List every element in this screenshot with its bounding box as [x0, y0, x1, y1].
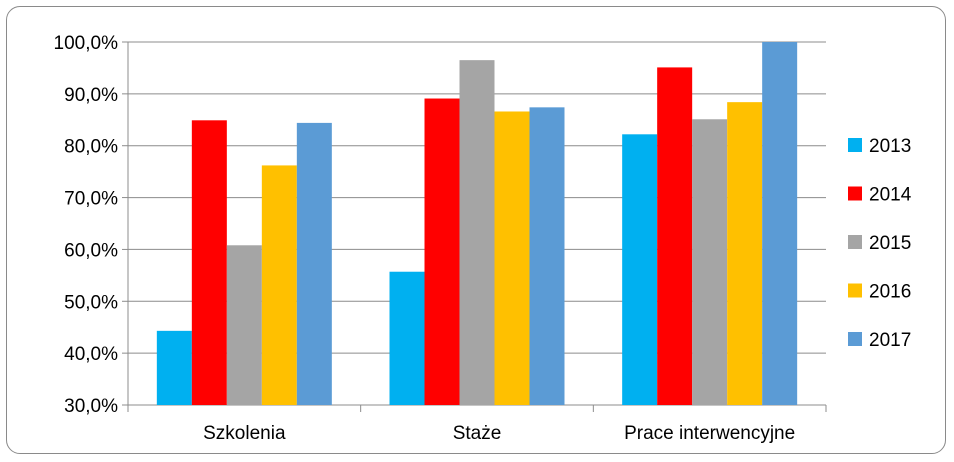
legend: 2013 2014 2015 2016 2017	[848, 136, 912, 351]
y-tick-label: 90,0%	[64, 85, 118, 106]
bar-2014-0	[191, 120, 227, 405]
bar-2015-0	[226, 245, 262, 405]
bar-2013-1	[389, 271, 425, 405]
legend-label-2015: 2015	[869, 233, 911, 254]
x-tick-label: Prace interwencyjne	[624, 423, 795, 444]
y-axis-ticks: 30,0% 40,0% 50,0% 60,0% 70,0% 80,0% 90,0% 100,0…	[54, 33, 119, 417]
legend-label-2016: 2016	[869, 282, 911, 303]
bar-2015-2	[692, 119, 728, 405]
y-tick-label: 70,0%	[64, 189, 118, 210]
bar-2015-1	[459, 60, 495, 406]
bar-2014-2	[657, 67, 693, 405]
legend-label-2017: 2017	[869, 330, 911, 351]
y-tick-label: 60,0%	[64, 240, 118, 261]
y-tick-label: 40,0%	[64, 344, 118, 365]
bar-2017-0	[296, 122, 332, 405]
bar-2013-2	[622, 134, 658, 405]
bar-2016-1	[494, 111, 530, 405]
legend-swatch-2015	[848, 235, 862, 249]
legend-label-2013: 2013	[869, 136, 911, 157]
bar-2013-0	[156, 330, 192, 405]
legend-label-2014: 2014	[869, 185, 912, 206]
bar-2016-0	[261, 165, 297, 405]
x-axis-ticks: Szkolenia Staże Prace interwencyjne	[203, 423, 795, 444]
legend-swatch-2016	[848, 283, 862, 298]
y-tick-label: 100,0%	[54, 33, 119, 54]
x-tick-label: Staże	[453, 423, 502, 444]
legend-swatch-2017	[848, 332, 862, 346]
bar-2017-2	[762, 42, 798, 405]
y-tick-label: 50,0%	[64, 292, 118, 313]
y-tick-label: 80,0%	[64, 137, 118, 158]
bars	[156, 42, 798, 406]
x-tick-label: Szkolenia	[203, 423, 286, 444]
legend-swatch-2013	[848, 138, 862, 152]
bar-2014-1	[424, 98, 460, 405]
bar-2016-2	[727, 102, 763, 405]
legend-swatch-2014	[848, 186, 862, 201]
y-tick-label: 30,0%	[64, 396, 118, 417]
bar-2017-1	[529, 107, 565, 405]
